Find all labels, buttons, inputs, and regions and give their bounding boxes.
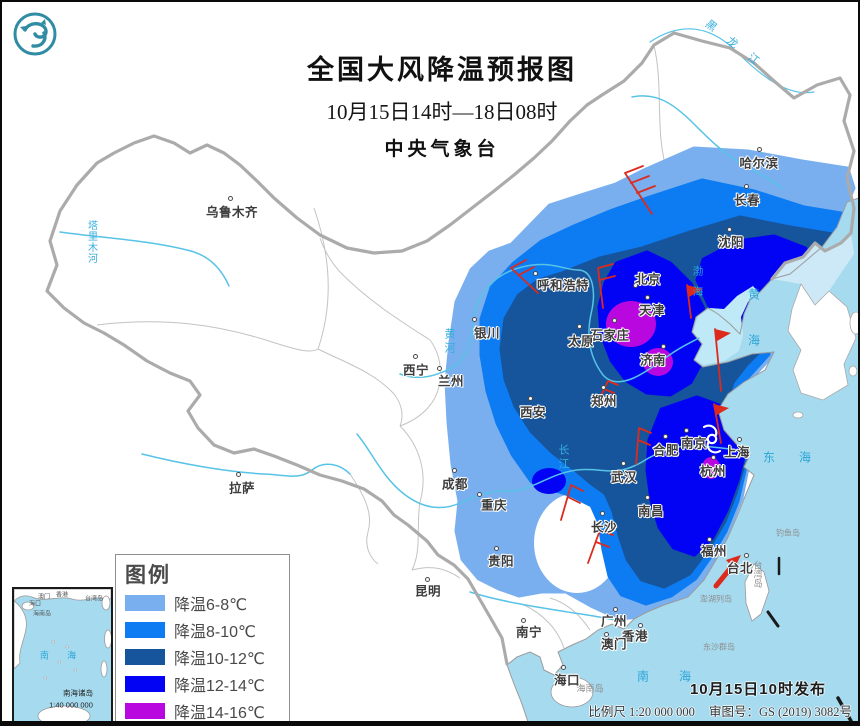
- sea: [507, 198, 858, 721]
- typhoon-icon: [702, 424, 722, 454]
- inset-label: 南海诸岛: [63, 688, 93, 698]
- cma-dragon-logo: [13, 12, 57, 56]
- north-korea: [772, 233, 854, 305]
- taiwan-island: [744, 563, 770, 622]
- national-border: [45, 31, 856, 666]
- scale-text: 比例尺 1:20 000 000: [588, 705, 695, 719]
- legend-row: 降温6-8℃: [125, 589, 289, 616]
- legend-row: 降温12-14℃: [125, 670, 289, 697]
- inset-label: 台湾岛: [84, 596, 104, 603]
- legend-swatch-8-10: [125, 621, 165, 638]
- inset-label: 香港: [55, 592, 69, 599]
- legend-title: 图例: [125, 564, 171, 587]
- inset-label: 1:40 000 000: [49, 700, 93, 710]
- legend-label: 降温8-10℃: [174, 623, 256, 641]
- hainan-island: [550, 676, 594, 708]
- map-scale-line: 比例尺 1:20 000 000 审图号：GS (2019) 3082号: [588, 701, 852, 720]
- south-korea: [787, 283, 857, 401]
- gale-arrow: [713, 562, 736, 589]
- wind-barbs-red: [510, 165, 741, 589]
- inset-map-canvas: [14, 589, 111, 721]
- inset-label: 澳门: [37, 594, 51, 601]
- jeju-island: [792, 411, 804, 419]
- legend-box: 图例 降温6-8℃ 降温8-10℃ 降温10-12℃ 降温12-14℃ 降温14…: [115, 554, 290, 722]
- legend-swatch-14-16: [125, 702, 165, 719]
- gale-arrow-head: [726, 555, 741, 569]
- legend-row: 降温8-10℃: [125, 616, 289, 643]
- south-china-sea-inset: 澳门 香港台湾岛海口海南岛南 海南海诸岛 1:40 000 000: [12, 587, 113, 721]
- wind-barbs-black: [766, 556, 853, 721]
- legend-swatch-6-8: [125, 594, 165, 611]
- legend-label: 降温6-8℃: [174, 596, 248, 614]
- legend-swatch-10-12: [125, 648, 165, 665]
- bohai-bay: [693, 286, 759, 365]
- legend-label: 降温12-14℃: [174, 677, 265, 695]
- approval-number: 审图号：GS (2019) 3082号: [708, 705, 852, 719]
- legend-swatch-12-14: [125, 675, 165, 692]
- neighbor-lands: [550, 233, 858, 708]
- legend-label: 降温10-12℃: [174, 650, 265, 668]
- legend-row: 降温10-12℃: [125, 643, 289, 670]
- inset-label: 海南岛: [32, 611, 52, 618]
- japan-island-2: [848, 365, 858, 377]
- inset-label: 南 海: [39, 650, 85, 661]
- japan-island: [849, 311, 858, 335]
- release-time: 10月15日10时发布: [689, 681, 826, 698]
- legend-row: 降温14-16℃: [125, 697, 289, 722]
- legend-label: 降温14-16℃: [174, 704, 265, 722]
- inset-label: 海口: [28, 601, 42, 608]
- rivers: [59, 28, 815, 622]
